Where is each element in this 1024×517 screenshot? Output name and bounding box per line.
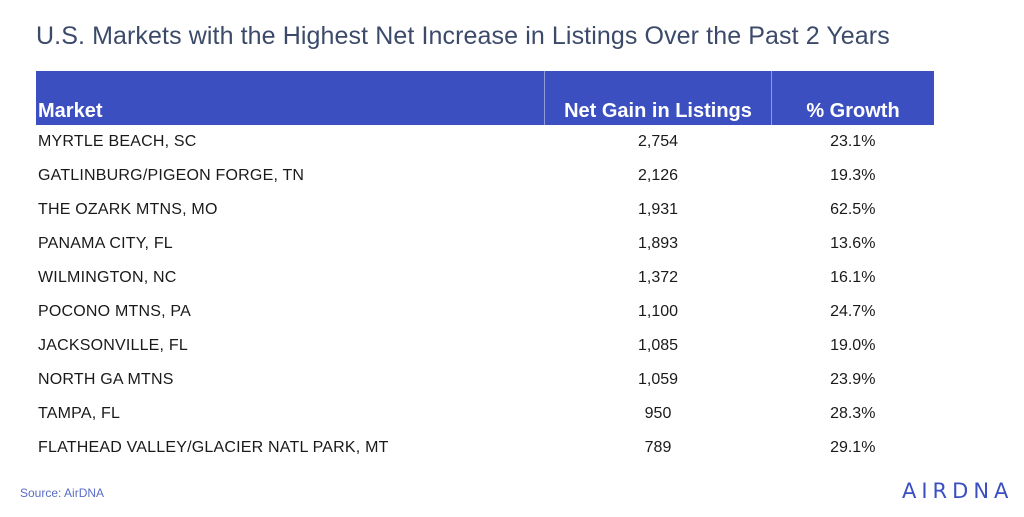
growth-cell: 23.1%: [772, 125, 935, 159]
net-gain-cell: 1,085: [545, 329, 772, 363]
market-cell: THE OZARK MTNS, MO: [36, 193, 545, 227]
growth-cell: 19.0%: [772, 329, 935, 363]
net-gain-cell: 789: [545, 431, 772, 465]
table-row: PANAMA CITY, FL 1,893 13.6%: [36, 227, 934, 261]
market-cell: PANAMA CITY, FL: [36, 227, 545, 261]
column-header-growth: % Growth: [772, 71, 935, 125]
market-cell: TAMPA, FL: [36, 397, 545, 431]
net-gain-cell: 1,100: [545, 295, 772, 329]
table-row: MYRTLE BEACH, SC 2,754 23.1%: [36, 125, 934, 159]
airdna-logo: AIRDNA: [902, 479, 1013, 503]
column-header-market: Market: [36, 71, 545, 125]
net-gain-cell: 1,893: [545, 227, 772, 261]
table-row: TAMPA, FL 950 28.3%: [36, 397, 934, 431]
growth-cell: 23.9%: [772, 363, 935, 397]
table-row: FLATHEAD VALLEY/GLACIER NATL PARK, MT 78…: [36, 431, 934, 465]
table-body: MYRTLE BEACH, SC 2,754 23.1% GATLINBURG/…: [36, 125, 934, 465]
market-cell: JACKSONVILLE, FL: [36, 329, 545, 363]
listings-table: Market Net Gain in Listings % Growth MYR…: [36, 71, 934, 465]
market-cell: MYRTLE BEACH, SC: [36, 125, 545, 159]
market-cell: NORTH GA MTNS: [36, 363, 545, 397]
source-note: Source: AirDNA: [20, 486, 104, 500]
growth-cell: 29.1%: [772, 431, 935, 465]
column-header-net-gain: Net Gain in Listings: [545, 71, 772, 125]
table-row: NORTH GA MTNS 1,059 23.9%: [36, 363, 934, 397]
market-cell: FLATHEAD VALLEY/GLACIER NATL PARK, MT: [36, 431, 545, 465]
table-row: GATLINBURG/PIGEON FORGE, TN 2,126 19.3%: [36, 159, 934, 193]
market-cell: WILMINGTON, NC: [36, 261, 545, 295]
net-gain-cell: 1,931: [545, 193, 772, 227]
growth-cell: 19.3%: [772, 159, 935, 193]
growth-cell: 13.6%: [772, 227, 935, 261]
chart-title: U.S. Markets with the Highest Net Increa…: [36, 22, 890, 51]
net-gain-cell: 2,754: [545, 125, 772, 159]
table-row: POCONO MTNS, PA 1,100 24.7%: [36, 295, 934, 329]
table-row: THE OZARK MTNS, MO 1,931 62.5%: [36, 193, 934, 227]
growth-cell: 24.7%: [772, 295, 935, 329]
net-gain-cell: 1,372: [545, 261, 772, 295]
net-gain-cell: 1,059: [545, 363, 772, 397]
table-header-row: Market Net Gain in Listings % Growth: [36, 71, 934, 125]
market-cell: POCONO MTNS, PA: [36, 295, 545, 329]
growth-cell: 28.3%: [772, 397, 935, 431]
net-gain-cell: 2,126: [545, 159, 772, 193]
growth-cell: 16.1%: [772, 261, 935, 295]
market-cell: GATLINBURG/PIGEON FORGE, TN: [36, 159, 545, 193]
net-gain-cell: 950: [545, 397, 772, 431]
table-row: WILMINGTON, NC 1,372 16.1%: [36, 261, 934, 295]
growth-cell: 62.5%: [772, 193, 935, 227]
table-row: JACKSONVILLE, FL 1,085 19.0%: [36, 329, 934, 363]
